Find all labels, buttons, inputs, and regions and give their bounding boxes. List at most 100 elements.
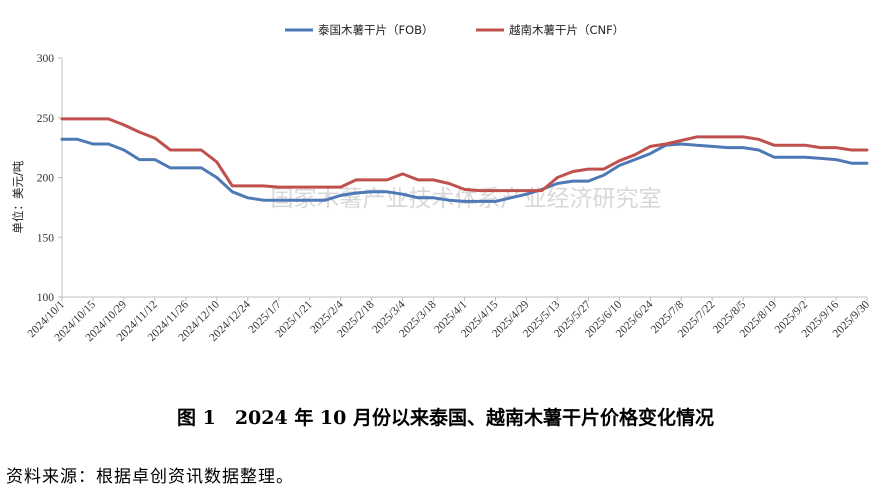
data-point	[76, 118, 78, 120]
data-point	[370, 179, 372, 181]
data-point	[432, 179, 434, 181]
data-point	[355, 179, 357, 181]
data-point	[556, 176, 558, 178]
data-point	[510, 189, 512, 191]
data-point	[773, 144, 775, 146]
data-point	[247, 197, 249, 199]
data-point	[618, 164, 620, 166]
data-point	[665, 143, 667, 145]
data-point	[278, 186, 280, 188]
legend-label: 越南木薯干片（CNF）	[509, 23, 624, 37]
data-point	[324, 199, 326, 201]
data-point	[835, 158, 837, 160]
data-point	[107, 143, 109, 145]
data-point	[401, 173, 403, 175]
data-point	[169, 167, 171, 169]
data-point	[572, 170, 574, 172]
data-point	[634, 154, 636, 156]
data-point	[494, 189, 496, 191]
data-point	[463, 200, 465, 202]
data-point	[278, 199, 280, 201]
data-point	[370, 191, 372, 193]
data-point	[107, 118, 109, 120]
data-point	[649, 145, 651, 147]
data-point	[727, 136, 729, 138]
data-point	[61, 118, 63, 120]
data-point	[680, 143, 682, 145]
data-point	[804, 144, 806, 146]
data-point	[216, 176, 218, 178]
data-point	[432, 197, 434, 199]
y-tick-label: 300	[37, 53, 55, 65]
y-tick-label: 150	[37, 232, 55, 244]
data-point	[510, 197, 512, 199]
data-point	[324, 186, 326, 188]
data-point	[293, 186, 295, 188]
data-point	[154, 158, 156, 160]
data-point	[61, 138, 63, 140]
data-point	[154, 137, 156, 139]
data-point	[448, 199, 450, 201]
data-point	[680, 139, 682, 141]
data-point	[448, 182, 450, 184]
data-point	[92, 118, 94, 120]
data-point	[340, 186, 342, 188]
data-point	[355, 192, 357, 194]
data-point	[788, 156, 790, 158]
data-point	[757, 138, 759, 140]
data-point	[200, 167, 202, 169]
data-point	[634, 158, 636, 160]
data-point	[340, 194, 342, 196]
data-point	[696, 144, 698, 146]
data-point	[123, 124, 125, 126]
data-point	[572, 180, 574, 182]
data-point	[711, 136, 713, 138]
data-point	[603, 174, 605, 176]
data-point	[463, 188, 465, 190]
data-point	[293, 199, 295, 201]
data-point	[649, 152, 651, 154]
data-point	[819, 146, 821, 148]
data-point	[92, 143, 94, 145]
data-point	[525, 193, 527, 195]
data-source-note: 资料来源：根据卓创资讯数据整理。	[6, 467, 294, 487]
series-line-0	[60, 137, 869, 203]
data-point	[757, 149, 759, 151]
data-point	[309, 199, 311, 201]
chart-legend: 泰国木薯干片（FOB） 越南木薯干片（CNF）	[285, 23, 624, 37]
series-line-1	[60, 117, 869, 193]
data-point	[185, 167, 187, 169]
data-point	[247, 185, 249, 187]
data-point	[479, 200, 481, 202]
data-point	[587, 180, 589, 182]
data-point	[494, 200, 496, 202]
data-point	[727, 146, 729, 148]
data-point	[262, 199, 264, 201]
price-line-chart: 1001502002503002024/10/12024/10/152024/1…	[11, 23, 872, 344]
data-point	[525, 189, 527, 191]
data-point	[386, 191, 388, 193]
legend-label: 泰国木薯干片（FOB）	[318, 23, 434, 37]
y-tick-label: 100	[37, 292, 55, 304]
figure-caption: 图 1 2024 年 10 月份以来泰国、越南木薯干片价格变化情况	[176, 407, 714, 429]
data-point	[231, 185, 233, 187]
data-point	[835, 146, 837, 148]
data-point	[587, 168, 589, 170]
data-point	[804, 156, 806, 158]
data-point	[386, 179, 388, 181]
data-point	[216, 161, 218, 163]
data-point	[850, 149, 852, 151]
data-point	[711, 145, 713, 147]
y-axis-label: 单位：美元/吨	[11, 160, 25, 233]
data-point	[401, 193, 403, 195]
data-point	[138, 158, 140, 160]
data-point	[556, 182, 558, 184]
data-point	[866, 149, 868, 151]
y-tick-label: 200	[37, 173, 55, 185]
data-point	[742, 136, 744, 138]
data-point	[169, 149, 171, 151]
data-point	[479, 189, 481, 191]
data-point	[788, 144, 790, 146]
data-point	[417, 197, 419, 199]
data-point	[618, 160, 620, 162]
